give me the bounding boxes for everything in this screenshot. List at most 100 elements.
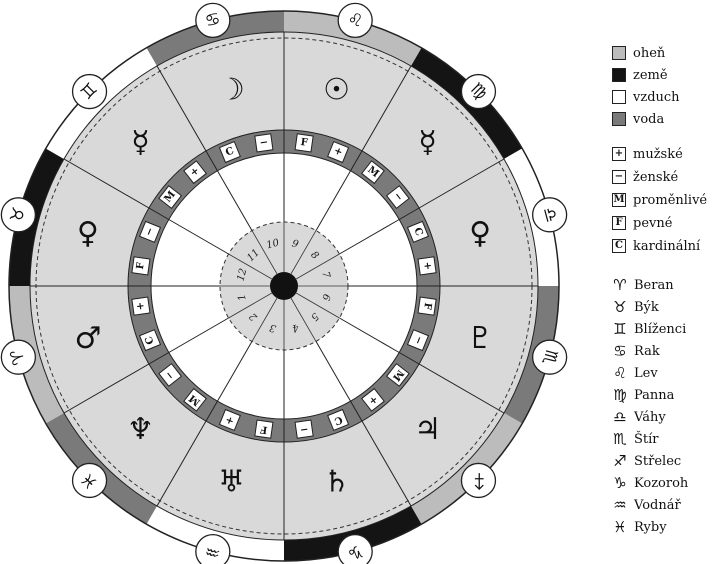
cardinal-box: C — [406, 220, 430, 243]
house-spoke — [339, 219, 400, 255]
planet-libra-icon: ♀ — [469, 216, 491, 251]
house-divider — [251, 297, 278, 342]
quality-box-frame — [218, 408, 241, 432]
legend-sign-cancer: ♋ Rak — [612, 342, 659, 360]
leo-sign-badge — [337, 2, 373, 39]
legend-label: oheň — [633, 45, 666, 61]
scorpio-sign-badge — [531, 339, 568, 375]
libra-sign-badge — [531, 197, 568, 233]
minus-icon: − — [612, 170, 626, 184]
house-spoke — [217, 341, 253, 402]
legend-quality-masculine: + mužské — [612, 145, 683, 163]
air-swatch — [612, 90, 626, 104]
house-spoke — [217, 170, 253, 231]
legend-label: Štír — [634, 431, 659, 447]
legend-sign-sagittarius: ♐ Střelec — [612, 452, 681, 470]
center-hub — [270, 272, 298, 300]
pisces-sign-badge — [71, 462, 108, 499]
house-number: 3 — [268, 321, 277, 333]
element-ring-segment — [146, 505, 284, 561]
taurus-icon: ♉ — [7, 205, 30, 225]
quality-symbol: − — [411, 334, 424, 346]
mutable-box: M — [183, 387, 207, 412]
sector-divider — [398, 352, 505, 414]
quality-box-frame — [406, 329, 430, 352]
minus-box: − — [158, 363, 183, 387]
pisces-icon: ♓ — [613, 518, 627, 536]
minus-box: − — [138, 220, 162, 243]
house-spoke — [339, 317, 400, 353]
gemini-sign-badge — [71, 73, 108, 110]
element-ring-segment — [9, 286, 65, 424]
quality-box-frame — [254, 133, 274, 153]
house-divider — [295, 292, 340, 319]
plus-box: + — [327, 140, 350, 164]
house-divider — [251, 230, 278, 275]
quality-symbol: F — [421, 302, 433, 311]
legend-label: kardinální — [633, 238, 701, 254]
aquarius-sign-badge — [195, 533, 231, 564]
legend-label: Vodnář — [634, 497, 681, 513]
aries-sign-badge — [0, 339, 37, 375]
quality-symbol: C — [411, 226, 424, 238]
element-ring-segment — [503, 148, 559, 286]
house-divider — [290, 230, 317, 275]
quality-box-frame — [406, 220, 430, 243]
sector-divider — [156, 400, 218, 507]
legend-label: Blíženci — [634, 321, 687, 337]
mutable-box: M — [158, 185, 183, 209]
house-spoke — [168, 317, 229, 353]
quality-symbol: + — [135, 301, 147, 311]
planet-virgo-icon: ☿ — [418, 125, 436, 160]
legend-sign-pisces: ♓ Ryby — [612, 518, 666, 536]
cancer-sign-badge — [195, 2, 231, 39]
legend-label: vzduch — [633, 89, 680, 105]
legend-element-fire: oheň — [612, 44, 665, 62]
legend-label: ženské — [633, 169, 679, 185]
scorpio-icon: ♏ — [613, 430, 627, 448]
leo-icon: ♌ — [345, 9, 365, 32]
fixed-box: F — [131, 256, 151, 276]
quality-symbol: C — [224, 145, 236, 158]
planet-leo-icon: ☉ — [323, 72, 350, 107]
planet-capricorn-icon: ♄ — [323, 465, 350, 500]
quality-symbol: M — [162, 189, 177, 205]
minus-box: − — [254, 133, 274, 153]
house-divider — [290, 297, 317, 342]
plus-icon: + — [612, 147, 626, 161]
water-swatch — [612, 112, 626, 126]
quality-box-frame — [361, 160, 385, 185]
legend-quality-feminine: − ženské — [612, 168, 678, 186]
legend-label: Panna — [634, 387, 675, 403]
element-ring-segment — [284, 10, 422, 67]
planet-gemini-icon: ☿ — [131, 125, 149, 160]
legend-sign-taurus: ♉ Býk — [612, 298, 659, 316]
planet-cancer-icon: ☽ — [218, 72, 245, 107]
quality-symbol: − — [259, 137, 269, 149]
house-spoke — [315, 170, 351, 231]
virgo-sign-badge — [460, 73, 497, 110]
quality-box-frame — [131, 296, 151, 316]
quality-symbol: M — [365, 164, 381, 179]
element-ring-segment — [284, 505, 422, 561]
planet-sagittarius-icon: ♃ — [414, 412, 441, 447]
plus-box: + — [131, 296, 151, 316]
earth-swatch — [612, 68, 626, 82]
quality-box-frame — [183, 387, 207, 412]
plus-box: + — [183, 160, 207, 185]
quality-symbol: + — [421, 261, 433, 271]
legend-label: země — [633, 67, 668, 83]
quality-symbol: F — [135, 262, 147, 271]
fixed-box: F — [254, 419, 274, 439]
planet-scorpio-icon: ♇ — [467, 321, 494, 356]
aquarius-icon: ♒ — [613, 496, 627, 514]
sector-divider — [350, 65, 412, 172]
zodiac-wheel: ♈♂+C♉♀ −F♊☿+M♋☽−C♌☉+F♍☿−M♎♀+C♏♇−F♐♃+M♑♄−C… — [0, 2, 568, 564]
legend-label: Býk — [634, 299, 659, 315]
house-number: 4 — [291, 321, 301, 334]
quality-symbol: M — [390, 367, 405, 383]
quality-box-frame — [294, 133, 314, 153]
